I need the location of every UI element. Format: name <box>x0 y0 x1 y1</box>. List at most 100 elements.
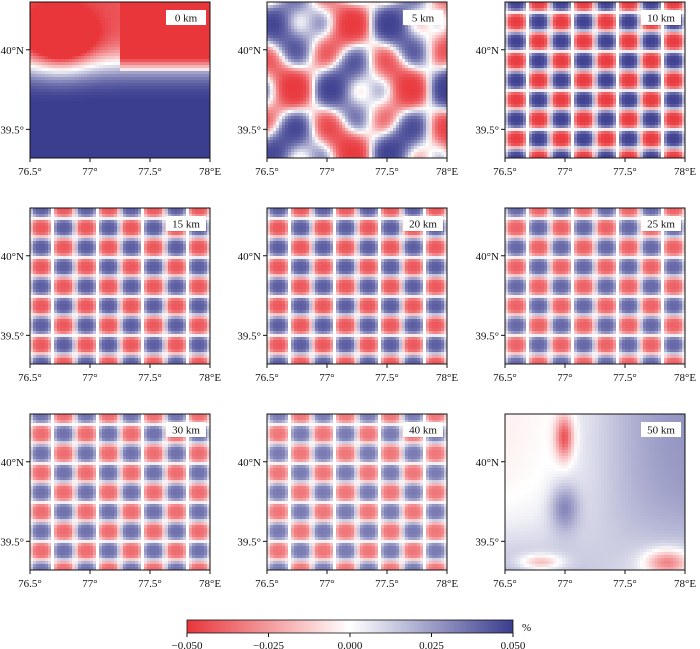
heatmap-cell <box>165 149 168 152</box>
heatmap-cell <box>138 101 141 104</box>
heatmap-cell <box>159 101 162 104</box>
heatmap-cell <box>405 35 408 38</box>
heatmap-cell <box>90 23 93 26</box>
heatmap-cell <box>99 23 102 26</box>
heatmap-cell <box>177 74 180 77</box>
heatmap-cell <box>48 86 51 89</box>
heatmap-cell <box>60 71 63 74</box>
heatmap-cell <box>180 59 183 62</box>
heatmap-cell <box>141 50 144 53</box>
heatmap-cell <box>57 29 60 32</box>
heatmap-cell <box>330 26 333 29</box>
heatmap-cell <box>288 23 291 26</box>
heatmap-cell <box>195 89 198 92</box>
heatmap-cell <box>399 26 402 29</box>
heatmap-cell <box>156 89 159 92</box>
heatmap-cell <box>30 44 33 47</box>
heatmap-cell <box>165 47 168 50</box>
heatmap-cell <box>312 17 315 20</box>
heatmap-cell <box>132 89 135 92</box>
heatmap-cell <box>105 134 108 137</box>
heatmap-cell <box>381 11 384 14</box>
heatmap-cell <box>375 50 378 53</box>
heatmap-cell <box>108 101 111 104</box>
heatmap-cell <box>144 128 147 131</box>
heatmap-cell <box>192 89 195 92</box>
heatmap-cell <box>354 17 357 20</box>
heatmap-cell <box>120 113 123 116</box>
heatmap-cell <box>153 104 156 107</box>
heatmap-cell <box>330 5 333 8</box>
heatmap-cell <box>300 23 303 26</box>
heatmap-cell <box>57 26 60 29</box>
heatmap-cell <box>54 62 57 65</box>
heatmap-cell <box>333 32 336 35</box>
heatmap-cell <box>429 5 432 8</box>
heatmap-cell <box>180 38 183 41</box>
heatmap-cell <box>423 29 426 32</box>
heatmap-cell <box>357 5 360 8</box>
heatmap-cell <box>78 134 81 137</box>
heatmap-cell <box>195 110 198 113</box>
heatmap-cell <box>96 47 99 50</box>
heatmap-cell <box>36 89 39 92</box>
heatmap-cell <box>51 11 54 14</box>
heatmap-cell <box>39 8 42 11</box>
heatmap-cell <box>327 50 330 53</box>
heatmap-cell <box>336 14 339 17</box>
heatmap-cell <box>126 11 129 14</box>
heatmap-cell <box>384 8 387 11</box>
heatmap-cell <box>330 44 333 47</box>
heatmap-cell <box>105 128 108 131</box>
heatmap-cell <box>171 113 174 116</box>
heatmap-cell <box>57 137 60 140</box>
heatmap-cell <box>111 14 114 17</box>
heatmap-cell <box>339 29 342 32</box>
heatmap-cell <box>279 53 282 56</box>
heatmap-cell <box>99 83 102 86</box>
heatmap-cell <box>75 59 78 62</box>
heatmap-cell <box>195 122 198 125</box>
heatmap-cell <box>96 44 99 47</box>
heatmap-cell <box>102 20 105 23</box>
heatmap-cell <box>30 56 33 59</box>
heatmap-cell <box>111 152 114 155</box>
heatmap-cell <box>135 2 138 5</box>
heatmap-cell <box>312 38 315 41</box>
heatmap-cell <box>54 65 57 68</box>
heatmap-cell <box>357 53 360 56</box>
heatmap-cell <box>57 95 60 98</box>
heatmap-cell <box>45 68 48 71</box>
heatmap-cell <box>153 131 156 134</box>
heatmap-cell <box>63 2 66 5</box>
heatmap-cell <box>168 107 171 110</box>
heatmap-cell <box>321 53 324 56</box>
heatmap-cell <box>126 74 129 77</box>
heatmap-cell <box>144 5 147 8</box>
heatmap-cell <box>336 26 339 29</box>
heatmap-cell <box>48 59 51 62</box>
heatmap-cell <box>120 77 123 80</box>
heatmap-cell <box>156 38 159 41</box>
heatmap-cell <box>174 77 177 80</box>
heatmap-cell <box>87 17 90 20</box>
heatmap-cell <box>411 35 414 38</box>
heatmap-cell <box>81 35 84 38</box>
heatmap-cell <box>150 11 153 14</box>
heatmap-cell <box>162 89 165 92</box>
heatmap-cell <box>57 32 60 35</box>
heatmap-cell <box>102 47 105 50</box>
heatmap-cell <box>60 110 63 113</box>
heatmap-cell <box>141 149 144 152</box>
heatmap-cell <box>162 5 165 8</box>
heatmap-cell <box>135 86 138 89</box>
heatmap-cell <box>96 143 99 146</box>
heatmap-cell <box>156 140 159 143</box>
heatmap-cell <box>321 11 324 14</box>
heatmap-cell <box>51 86 54 89</box>
heatmap-cell <box>123 47 126 50</box>
heatmap-cell <box>102 89 105 92</box>
heatmap-cell <box>120 71 123 74</box>
heatmap-cell <box>408 32 411 35</box>
heatmap-cell <box>90 20 93 23</box>
